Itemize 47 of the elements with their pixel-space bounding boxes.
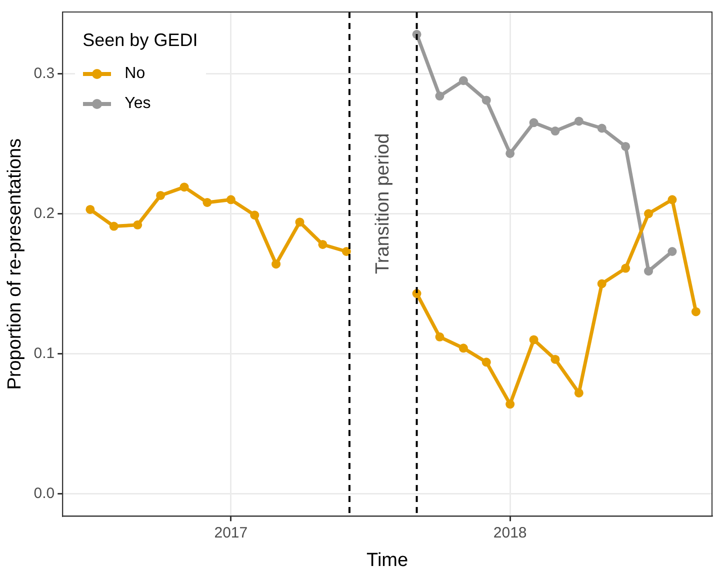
point xyxy=(644,266,654,276)
point xyxy=(435,92,444,101)
point xyxy=(86,204,95,214)
point xyxy=(272,260,281,269)
point xyxy=(156,190,166,200)
point xyxy=(250,210,260,220)
x-tick-label: 2018 xyxy=(493,524,527,542)
legend-title: Seen by GEDI xyxy=(82,30,198,51)
point xyxy=(506,400,515,409)
point xyxy=(668,246,677,256)
point xyxy=(621,142,630,151)
point xyxy=(550,354,560,364)
point xyxy=(342,246,351,256)
point xyxy=(529,335,538,344)
legend-label: No xyxy=(124,65,146,83)
x-tick-label: 2017 xyxy=(214,524,248,542)
x-axis-title: Time xyxy=(366,550,408,571)
point xyxy=(574,388,584,398)
point xyxy=(529,118,538,128)
point xyxy=(226,195,236,204)
y-tick-label: 0.3 xyxy=(34,64,55,82)
point xyxy=(482,96,491,105)
point xyxy=(435,332,444,342)
point xyxy=(668,195,677,204)
point xyxy=(133,220,142,230)
legend-label: Yes xyxy=(124,95,151,113)
y-tick-label: 0.0 xyxy=(34,484,55,502)
point xyxy=(109,222,118,231)
point xyxy=(574,116,584,126)
point xyxy=(691,307,700,316)
point xyxy=(202,198,212,207)
point xyxy=(458,76,468,86)
point xyxy=(550,126,560,136)
point xyxy=(644,209,654,218)
point xyxy=(180,182,189,192)
point xyxy=(458,344,468,353)
y-axis-title: Proportion of re-presentations xyxy=(4,138,26,390)
point xyxy=(318,240,328,249)
y-tick-label: 0.1 xyxy=(34,344,55,362)
point xyxy=(597,279,606,288)
point xyxy=(482,358,491,367)
y-tick-label: 0.2 xyxy=(34,204,55,222)
annotation: Transition period xyxy=(372,133,394,274)
point xyxy=(506,148,515,158)
point xyxy=(295,218,304,227)
point xyxy=(597,124,606,133)
point xyxy=(621,264,630,273)
